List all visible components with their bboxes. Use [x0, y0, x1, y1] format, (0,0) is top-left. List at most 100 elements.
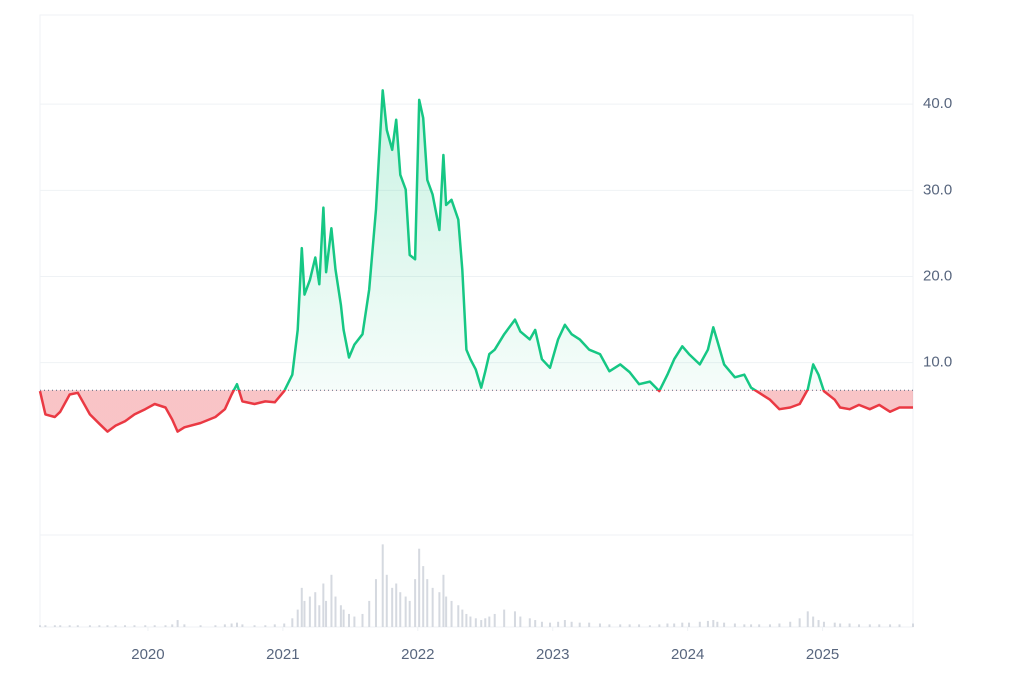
volume-bar	[133, 625, 136, 627]
volume-bar	[812, 616, 815, 627]
x-tick-label: 2022	[401, 646, 434, 663]
volume-bar	[588, 622, 591, 627]
volume-bar	[817, 620, 820, 627]
volume-bar	[426, 579, 429, 627]
volume-bar	[638, 624, 641, 627]
x-tick-label: 2025	[806, 646, 839, 663]
x-tick-label: 2020	[131, 646, 164, 663]
volume-bar	[171, 624, 174, 627]
volume-bar	[164, 625, 167, 627]
volume-bar	[688, 622, 691, 627]
volume-bar	[750, 624, 753, 627]
volume-bar	[758, 624, 761, 627]
volume-bar	[484, 618, 487, 627]
volume-bar	[465, 613, 468, 627]
volume-bar	[528, 618, 531, 627]
volume-bar	[183, 624, 186, 627]
volume-bar	[114, 625, 117, 627]
volume-bar	[673, 623, 676, 627]
volume-bar	[399, 592, 402, 627]
volume-bar	[308, 596, 311, 627]
volume-bar	[898, 624, 901, 627]
volume-bar	[733, 623, 736, 627]
volume-bar	[488, 616, 491, 627]
volume-bar	[628, 624, 631, 627]
volume-bar	[716, 621, 719, 627]
volume-bar	[706, 620, 709, 627]
volume-bar	[519, 616, 522, 627]
volume-bar	[534, 620, 537, 627]
volume-bar	[540, 621, 543, 627]
volume-bar	[253, 625, 256, 627]
volume-bar	[549, 622, 552, 627]
volume-bar	[474, 618, 477, 627]
volume-bar	[273, 624, 276, 627]
volume-bar	[347, 613, 350, 627]
volume-bar	[404, 596, 407, 627]
volume-bar	[283, 623, 286, 627]
volume-bar	[214, 625, 217, 627]
volume-bar	[318, 605, 321, 627]
volume-bar	[848, 623, 851, 627]
x-tick-label: 2021	[266, 646, 299, 663]
volume-bar	[339, 605, 342, 627]
volume-bar	[868, 624, 871, 627]
volume-bar	[395, 583, 398, 627]
volume-bar	[889, 624, 892, 627]
volume-bar	[570, 621, 573, 627]
volume-bar	[450, 600, 453, 627]
volume-bar	[334, 596, 337, 627]
volume-bar	[39, 625, 41, 627]
volume-bar	[124, 625, 127, 627]
volume-bar	[144, 625, 147, 627]
volume-bar	[442, 574, 445, 627]
volume-bar	[723, 622, 726, 627]
volume-bar	[98, 625, 101, 627]
volume-bar	[513, 611, 516, 627]
volume-bar	[431, 587, 434, 627]
volume-bar	[445, 596, 448, 627]
volume-bar	[493, 613, 496, 627]
y-tick-label: 20.0	[923, 267, 952, 284]
volume-bar	[291, 618, 294, 627]
volume-bar	[768, 624, 771, 627]
volume-bar	[325, 600, 328, 627]
volume-bar	[557, 621, 560, 627]
x-tick-label: 2024	[671, 646, 704, 663]
volume-bar	[391, 587, 394, 627]
y-tick-label: 10.0	[923, 354, 952, 371]
price-line	[38, 89, 913, 433]
volume-bar	[303, 600, 306, 627]
volume-bar	[176, 620, 179, 627]
volume-bar	[374, 579, 377, 627]
volume-bar	[300, 587, 303, 627]
volume-bar	[681, 622, 684, 627]
volume-bar	[858, 624, 861, 627]
volume-bar	[438, 592, 441, 627]
volume-bar	[778, 623, 781, 627]
volume-bar	[712, 620, 715, 627]
volume-bar	[264, 625, 267, 627]
volume-bar	[361, 613, 364, 627]
volume-bar	[322, 583, 325, 627]
volume-bar	[457, 605, 460, 627]
volume-bar	[314, 592, 317, 627]
volume-bar	[648, 625, 651, 627]
volume-bar	[833, 622, 836, 627]
volume-bar	[235, 622, 238, 627]
volume-bar	[381, 544, 384, 627]
volume-bar	[408, 600, 411, 627]
volume-bar	[59, 625, 62, 627]
volume-bar	[353, 616, 356, 627]
volume-bar	[88, 625, 91, 627]
volume-bar	[839, 623, 842, 627]
volume-bar	[241, 624, 244, 627]
volume-bar	[822, 621, 825, 627]
volume-bar	[798, 618, 801, 627]
volume-bar	[619, 624, 622, 627]
volume-bar	[53, 625, 56, 627]
area	[40, 90, 913, 432]
volume-bar	[76, 625, 79, 627]
volume-bar	[563, 620, 566, 627]
